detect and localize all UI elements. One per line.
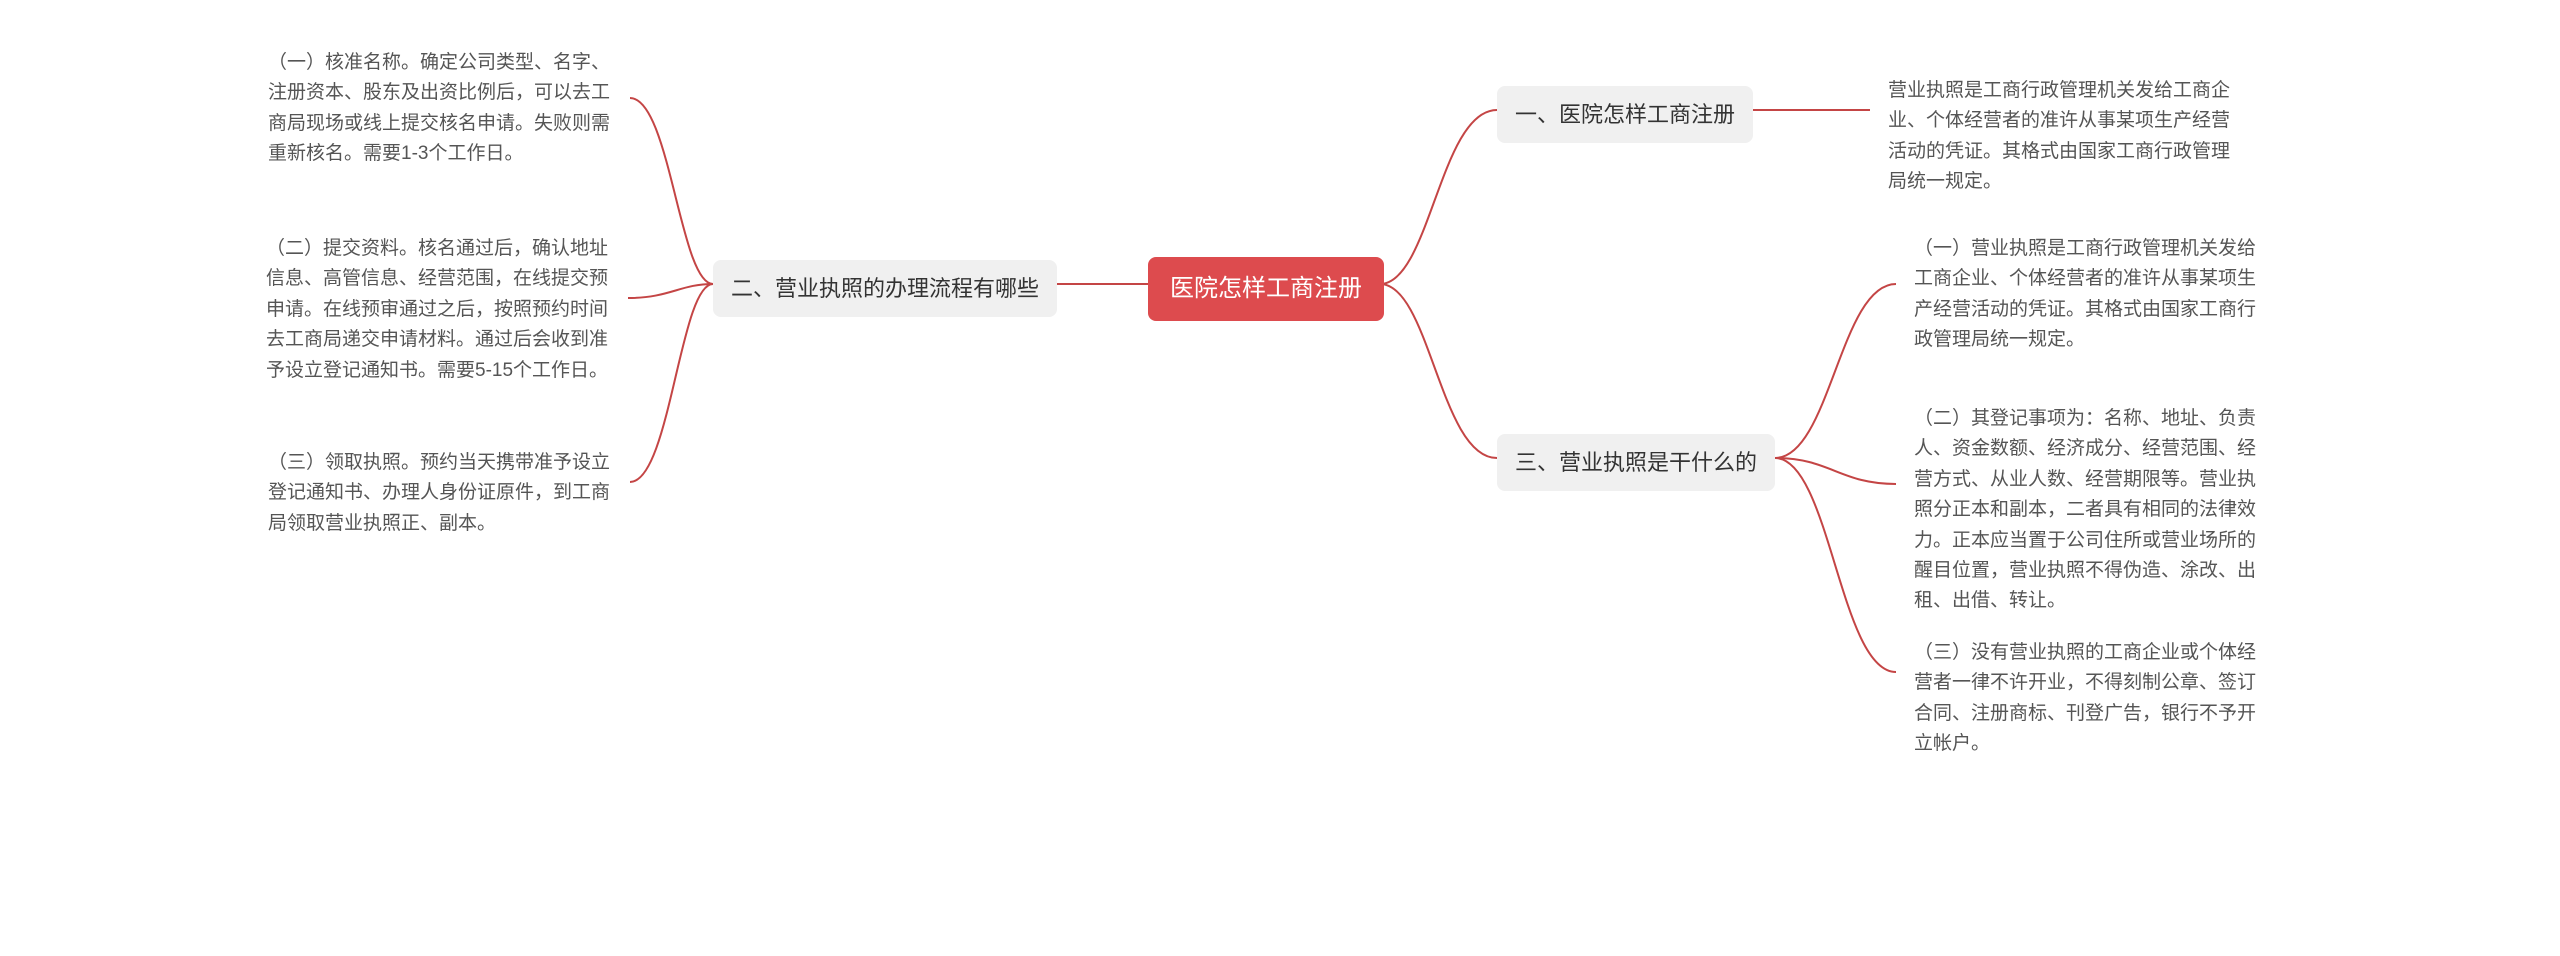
root-label: 医院怎样工商注册 <box>1170 275 1362 302</box>
leaf-right1-0: 营业执照是工商行政管理机关发给工商企业、个体经营者的准许从事某项生产经营活动的凭… <box>1870 64 2250 210</box>
leaf-left-1: （二）提交资料。核名通过后，确认地址信息、高管信息、经营范围，在线提交预申请。在… <box>248 222 628 398</box>
leaf-left-0: （一）核准名称。确定公司类型、名字、注册资本、股东及出资比例后，可以去工商局现场… <box>250 36 630 182</box>
branch-right-2[interactable]: 三、营业执照是干什么的 <box>1497 434 1775 491</box>
branch-right-1[interactable]: 一、医院怎样工商注册 <box>1497 86 1753 143</box>
branch-left[interactable]: 二、营业执照的办理流程有哪些 <box>713 260 1057 317</box>
root-node[interactable]: 医院怎样工商注册 <box>1148 257 1384 321</box>
branch-right-1-label: 一、医院怎样工商注册 <box>1515 102 1735 127</box>
leaf-right2-0: （一）营业执照是工商行政管理机关发给工商企业、个体经营者的准许从事某项生产经营活… <box>1896 222 2276 368</box>
leaf-right2-1: （二）其登记事项为：名称、地址、负责人、资金数额、经济成分、经营范围、经营方式、… <box>1896 392 2276 629</box>
leaf-right2-2: （三）没有营业执照的工商企业或个体经营者一律不许开业，不得刻制公章、签订合同、注… <box>1896 626 2276 772</box>
leaf-left-2: （三）领取执照。预约当天携带准予设立登记通知书、办理人身份证原件，到工商局领取营… <box>250 436 630 551</box>
branch-left-label: 二、营业执照的办理流程有哪些 <box>731 276 1039 301</box>
branch-right-2-label: 三、营业执照是干什么的 <box>1515 450 1757 475</box>
